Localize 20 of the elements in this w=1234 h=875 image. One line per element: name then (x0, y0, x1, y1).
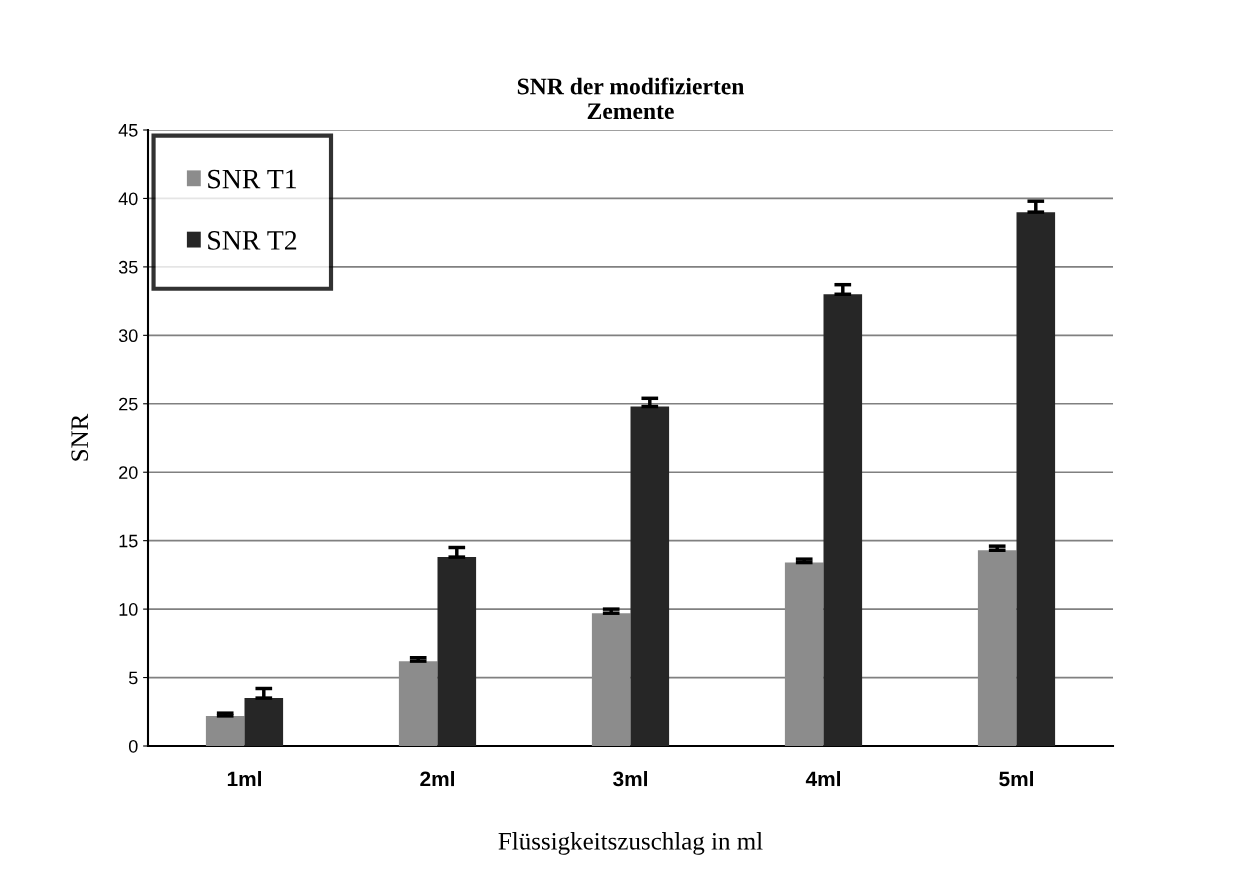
x-axis-title: Flüssigkeitszuschlag in ml (498, 832, 763, 855)
x-tick-label: 3ml (613, 771, 647, 787)
y-tick-label: 10 (119, 603, 138, 616)
y-tick-label: 5 (128, 671, 138, 685)
y-tick-label: 45 (118, 124, 138, 137)
y-tick-label: 25 (119, 397, 138, 411)
y-tick-label: 40 (118, 192, 138, 206)
x-tick-label: 1ml (227, 771, 261, 787)
legend-label: SNR T1 (208, 169, 297, 189)
x-tick-label: 2ml (420, 771, 454, 787)
y-tick-label: 20 (119, 466, 138, 479)
y-tick-label: 15 (119, 534, 138, 548)
legend-label: SNR T2 (208, 231, 297, 250)
chart-title: SNR der modifizierten Zemente (517, 77, 745, 120)
x-tick-label: 4ml (805, 771, 840, 787)
y-tick-label: 0 (128, 739, 138, 753)
x-tick-label: 5ml (999, 771, 1033, 787)
y-tick-label: 30 (118, 329, 138, 343)
y-axis-title: SNR (71, 413, 89, 461)
y-tick-label: 35 (118, 260, 138, 274)
